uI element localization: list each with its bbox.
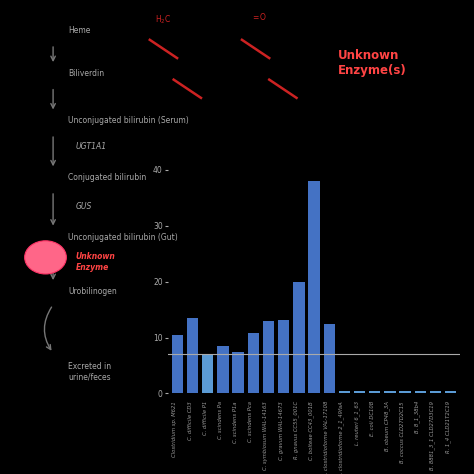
Text: Excreted in
urine/feces: Excreted in urine/feces [68, 363, 111, 382]
Bar [263, 321, 274, 393]
Text: GUS: GUS [76, 202, 92, 210]
Bar [278, 319, 289, 393]
Bar [202, 355, 213, 393]
Bar [384, 391, 396, 393]
Text: UGT1A1: UGT1A1 [76, 143, 107, 151]
Bar [354, 391, 365, 393]
Text: Heme: Heme [68, 27, 91, 35]
Bar [217, 346, 228, 393]
Text: Unconjugated bilirubin (Serum): Unconjugated bilirubin (Serum) [68, 117, 189, 125]
Text: Urobilinogen: Urobilinogen [68, 287, 117, 296]
Text: $\mathrm{H_2C}$: $\mathrm{H_2C}$ [155, 14, 172, 26]
Text: $\mathrm{=\!O}$: $\mathrm{=\!O}$ [251, 11, 267, 22]
Text: Unconjugated bilirubin (Gut): Unconjugated bilirubin (Gut) [68, 233, 178, 241]
Bar [247, 333, 259, 393]
Bar [187, 318, 198, 393]
Text: Biliverdin: Biliverdin [68, 69, 104, 78]
Bar [339, 391, 350, 393]
Text: Unknown
Enzyme: Unknown Enzyme [76, 253, 116, 272]
Bar [415, 391, 426, 393]
Bar [445, 391, 456, 393]
Text: Unknown
Enzyme(s): Unknown Enzyme(s) [337, 49, 406, 77]
Bar [172, 335, 183, 393]
Text: Conjugated bilirubin: Conjugated bilirubin [68, 173, 146, 182]
Bar [324, 324, 335, 393]
Bar [369, 391, 381, 393]
Bar [232, 352, 244, 393]
Ellipse shape [25, 241, 66, 274]
Bar [400, 391, 411, 393]
Bar [430, 391, 441, 393]
Bar [293, 282, 304, 393]
Bar [308, 181, 320, 393]
